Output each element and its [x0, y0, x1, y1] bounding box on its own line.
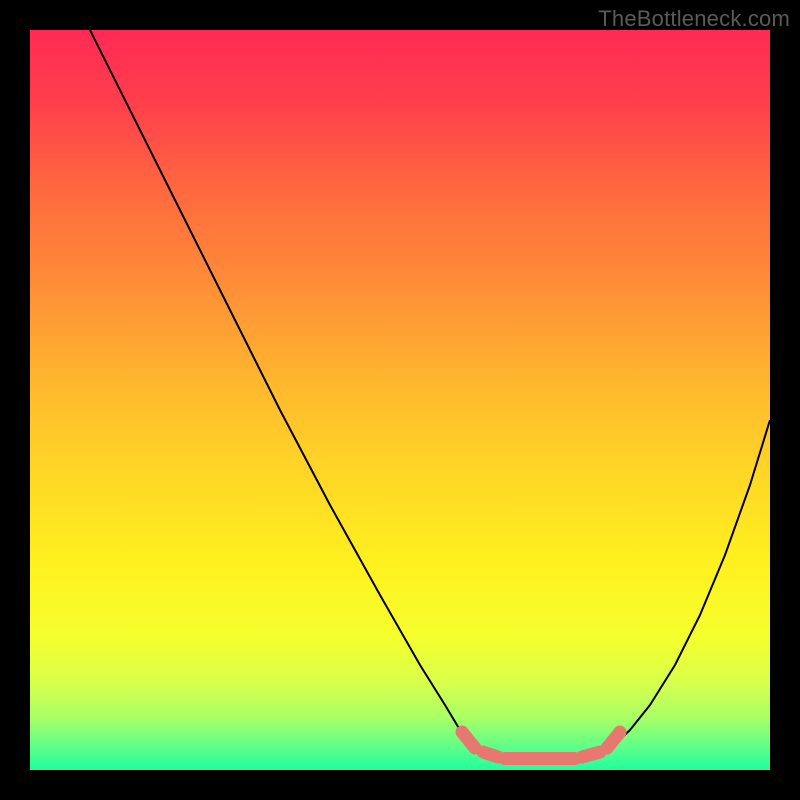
marker-segment: [582, 752, 600, 757]
marker-segment: [483, 752, 498, 757]
chart-container: TheBottleneck.com: [0, 0, 800, 800]
chart-svg: [30, 30, 770, 770]
gradient-background: [30, 30, 770, 770]
plot-area: [30, 30, 770, 770]
watermark-text: TheBottleneck.com: [598, 6, 790, 32]
